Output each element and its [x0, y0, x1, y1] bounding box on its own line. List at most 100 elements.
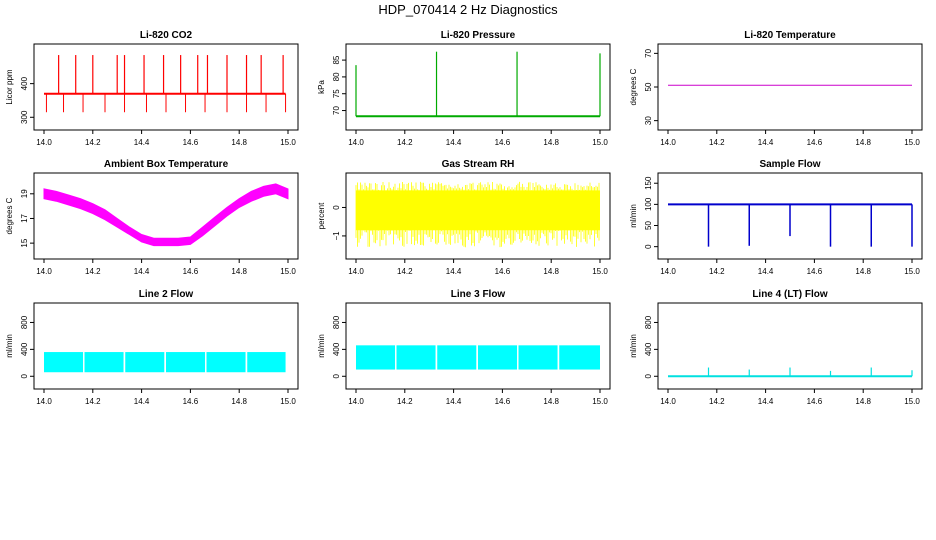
chart-title: Li-820 Pressure	[441, 30, 516, 41]
flow-segment	[518, 345, 558, 370]
y-axis-label: degrees C	[5, 197, 14, 234]
chart-panel: Line 4 (LT) Flow ml/min 14.0 14.2 14.4 14.6 14…	[629, 289, 923, 406]
plot-frame	[657, 172, 923, 260]
x-tick-label: 15.0	[904, 397, 920, 406]
y-tick-label: 0	[332, 373, 341, 378]
x-tick-label: 14.4	[446, 397, 462, 406]
x-tick-label: 15.0	[592, 267, 608, 276]
y-tick-label: 400	[332, 342, 341, 356]
y-tick-label: 300	[20, 110, 29, 124]
x-tick-label: 14.6	[183, 267, 199, 276]
x-tick-label: 14.8	[543, 397, 559, 406]
y-axis-label: degrees C	[629, 68, 638, 105]
y-tick-label: 70	[332, 106, 341, 115]
x-tick-label: 14.8	[855, 397, 871, 406]
y-tick-label: 0	[644, 373, 653, 378]
x-tick-label: 15.0	[280, 138, 296, 147]
flow-segment	[437, 345, 477, 370]
x-tick-label: 15.0	[592, 138, 608, 147]
chart-title: Ambient Box Temperature	[104, 159, 229, 170]
x-tick-label: 14.8	[231, 138, 247, 147]
x-tick-label: 14.0	[660, 267, 676, 276]
x-tick-label: 14.0	[36, 267, 52, 276]
y-tick-label: 0	[20, 373, 29, 378]
chart-title: Line 4 (LT) Flow	[752, 289, 828, 300]
chart-panel: Line 3 Flow ml/min 14.0 14.2 14.4 14.6 14.8 15.…	[317, 289, 611, 406]
chart-panel: Sample Flow ml/min 14.0 14.2 14.4 14.6 14.8 15.…	[629, 159, 923, 276]
y-axis-label: percent	[317, 202, 326, 229]
x-tick-label: 14.0	[348, 267, 364, 276]
x-tick-label: 14.6	[183, 138, 199, 147]
x-tick-label: 15.0	[904, 138, 920, 147]
x-tick-label: 14.4	[758, 397, 774, 406]
y-tick-label: 85	[332, 55, 341, 64]
plot-frame	[657, 302, 923, 390]
chart-panel: Li-820 Temperature degrees C 14.0 14.2 14.4 1…	[629, 30, 923, 147]
y-tick-label: 800	[644, 315, 653, 329]
x-tick-label: 14.2	[709, 397, 725, 406]
x-tick-label: 14.4	[758, 138, 774, 147]
x-tick-label: 14.8	[855, 138, 871, 147]
rh-series	[355, 181, 600, 248]
temperature-band	[43, 183, 289, 247]
x-tick-label: 14.6	[807, 267, 823, 276]
y-axis-label: ml/min	[317, 334, 326, 358]
chart-panel: Li-820 CO2 Licor ppm 14.0 14.2 14.4 14.6 14.8 1…	[5, 30, 299, 147]
chart-panel: Li-820 Pressure kPa 14.0 14.2 14.4 14.6 14.8 15…	[317, 30, 611, 147]
chart-title: Sample Flow	[759, 159, 820, 170]
plot-frame	[345, 172, 611, 260]
x-tick-label: 14.8	[231, 267, 247, 276]
x-tick-label: 14.2	[397, 397, 413, 406]
y-axis-label: Licor ppm	[5, 69, 14, 104]
x-tick-label: 14.2	[397, 267, 413, 276]
y-tick-label: 75	[332, 89, 341, 98]
x-tick-label: 14.6	[807, 138, 823, 147]
y-axis-label: ml/min	[629, 334, 638, 358]
y-tick-label: 400	[20, 342, 29, 356]
x-tick-label: 14.6	[807, 397, 823, 406]
y-tick-label: 0	[332, 205, 341, 210]
x-tick-label: 14.4	[758, 267, 774, 276]
x-tick-label: 15.0	[904, 267, 920, 276]
plot-frame	[33, 172, 299, 260]
y-tick-label: 100	[644, 197, 653, 211]
flow-segment	[396, 345, 436, 370]
x-tick-label: 14.8	[543, 138, 559, 147]
x-tick-label: 14.2	[397, 138, 413, 147]
x-tick-label: 14.4	[134, 267, 150, 276]
chart-title: Gas Stream RH	[442, 159, 515, 170]
y-tick-label: 80	[332, 72, 341, 81]
chart-panel: Gas Stream RH percent 14.0 14.2 14.4 14.6 14.8…	[317, 159, 611, 276]
flow-segment	[44, 352, 84, 373]
plot-frame	[33, 43, 299, 131]
y-tick-label: 70	[644, 48, 653, 57]
flow-segment	[125, 352, 165, 373]
flow-segment	[559, 345, 600, 370]
y-tick-label: 50	[644, 82, 653, 91]
x-tick-label: 14.2	[85, 138, 101, 147]
flow-segment	[84, 352, 124, 373]
chart-title: Line 3 Flow	[451, 289, 506, 300]
flow-segment	[247, 352, 286, 373]
x-tick-label: 14.4	[134, 397, 150, 406]
x-tick-label: 14.4	[446, 138, 462, 147]
y-tick-label: 19	[20, 189, 29, 198]
flow-segment	[478, 345, 518, 370]
x-tick-label: 14.6	[183, 397, 199, 406]
x-tick-label: 14.8	[543, 267, 559, 276]
chart-title: Line 2 Flow	[139, 289, 194, 300]
y-axis-label: ml/min	[629, 204, 638, 228]
chart-panel: Ambient Box Temperature degrees C 14.0 14.2…	[5, 159, 299, 276]
y-tick-label: −1	[332, 231, 341, 241]
x-tick-label: 14.0	[36, 397, 52, 406]
x-tick-label: 14.0	[660, 397, 676, 406]
x-tick-label: 15.0	[280, 267, 296, 276]
figure-title: HDP_070414 2 Hz Diagnostics	[378, 2, 558, 17]
y-tick-label: 0	[644, 244, 653, 249]
chart-title: Li-820 CO2	[140, 30, 193, 41]
chart-panel: Line 2 Flow ml/min 14.0 14.2 14.4 14.6 14.8 15.…	[5, 289, 299, 406]
x-tick-label: 14.6	[495, 138, 511, 147]
x-tick-label: 14.0	[348, 138, 364, 147]
x-tick-label: 14.6	[495, 397, 511, 406]
x-tick-label: 14.6	[495, 267, 511, 276]
